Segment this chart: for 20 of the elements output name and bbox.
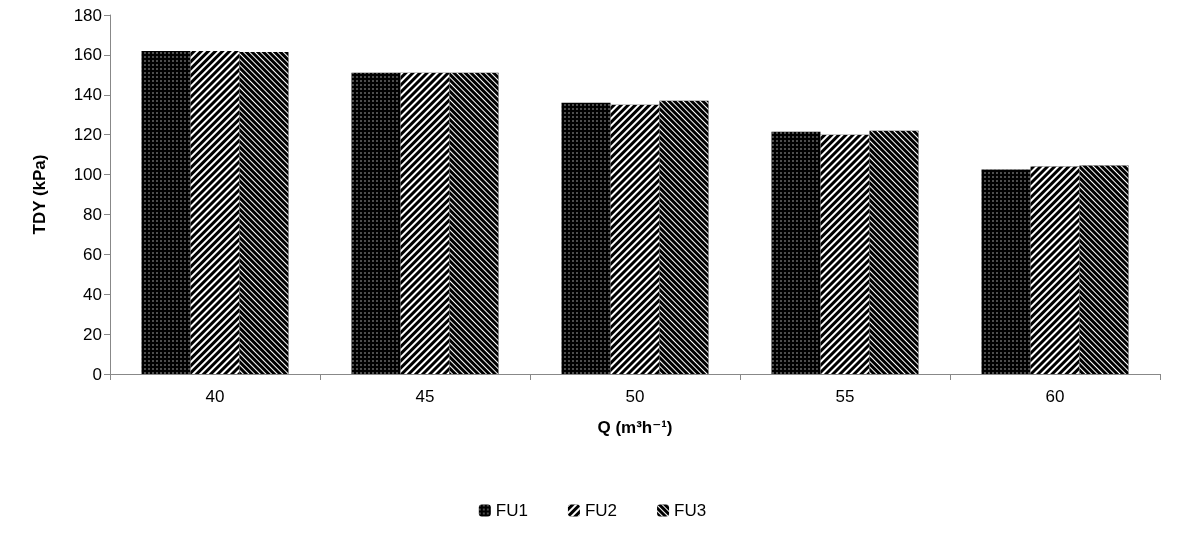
y-tick-label: 160 <box>73 45 102 65</box>
legend-label: FU3 <box>674 501 707 520</box>
x-tick-label: 55 <box>835 387 855 406</box>
y-tick-label: 120 <box>73 125 102 145</box>
y-tick-label: 140 <box>73 85 102 105</box>
x-tick-label: 60 <box>1045 387 1065 406</box>
y-tick-label: 60 <box>83 244 102 264</box>
x-tick-label: 50 <box>625 387 645 406</box>
x-tick-label: 40 <box>205 387 225 406</box>
y-tick-label: 40 <box>83 284 102 304</box>
y-tick-label: 20 <box>83 324 102 344</box>
y-tick-label: 0 <box>92 364 102 384</box>
legend-label: FU1 <box>495 501 528 520</box>
y-tick-label: 80 <box>83 204 102 224</box>
x-tick-label: 45 <box>415 387 435 406</box>
y-tick-label: 180 <box>73 5 102 25</box>
legend-label: FU2 <box>584 501 618 520</box>
y-axis-title: TDY (kPa) <box>30 154 49 235</box>
x-axis-title: Q (m³h⁻¹) <box>597 418 673 437</box>
y-tick-label: 100 <box>73 165 102 185</box>
